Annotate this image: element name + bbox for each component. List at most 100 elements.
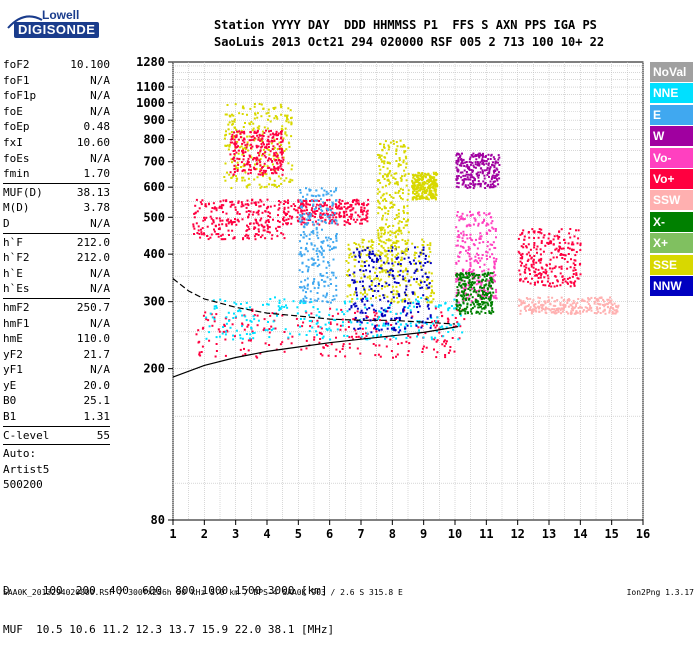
echo-point [465,270,468,273]
echo-point [266,303,269,306]
echo-point [387,275,390,278]
echo-point [302,221,305,224]
echo-point [308,189,311,192]
echo-point [612,308,615,311]
echo-point [275,227,277,230]
echo-point [311,207,314,210]
echo-point [422,188,425,191]
echo-point [249,107,252,110]
echo-point [209,236,212,239]
echo-point [371,323,374,326]
echo-point [477,155,480,157]
echo-point [389,234,392,237]
echo-point [381,285,384,287]
echo-point [435,324,438,327]
echo-point [361,265,364,268]
echo-point [361,211,364,213]
echo-point [398,226,401,229]
echo-point [257,228,260,231]
echo-point [416,306,418,309]
echo-point [300,246,303,249]
echo-point [477,153,479,156]
echo-point [473,178,476,181]
echo-point [377,254,380,257]
echo-point [417,283,420,286]
echo-point [257,151,260,154]
echo-point [398,274,401,277]
echo-point [430,189,433,192]
echo-point [428,248,431,250]
echo-point [274,115,277,117]
param-row: h`E N/A [3,266,110,282]
echo-point [233,138,236,141]
echo-point [309,325,312,328]
echo-point [418,181,421,184]
echo-point [448,323,451,326]
echo-point [326,208,329,210]
echo-point [595,297,598,300]
echo-point [394,236,397,239]
echo-point [312,306,315,309]
echo-point [423,321,426,324]
echo-point [371,290,374,292]
echo-point [434,185,437,188]
echo-point [215,209,218,212]
echo-point [292,203,295,206]
echo-point [389,310,392,313]
echo-point [252,337,255,340]
echo-point [465,294,468,297]
echo-point [321,216,324,219]
echo-point [403,150,406,153]
echo-point [572,248,575,251]
echo-point [558,236,561,238]
echo-point [422,336,425,339]
echo-point [408,342,411,345]
echo-point [469,303,472,306]
echo-point [407,218,410,221]
echo-point [573,283,576,286]
echo-point [469,233,472,236]
echo-point [224,144,227,147]
echo-point [244,235,247,237]
echo-point [415,188,418,191]
echo-point [550,251,553,254]
echo-point [394,317,396,320]
echo-point [536,251,538,254]
echo-point [463,165,466,167]
echo-point [611,312,614,315]
echo-point [207,238,210,241]
echo-point [267,303,270,306]
echo-point [427,198,430,201]
echo-point [268,336,271,339]
echo-point [325,212,328,215]
echo-point [317,258,320,261]
echo-point [346,213,348,216]
echo-point [284,114,287,117]
echo-point [431,338,434,341]
echo-point [259,198,262,201]
echo-point [217,328,220,331]
echo-point [204,218,206,221]
echo-point [259,168,262,170]
echo-point [405,220,408,223]
echo-point [383,269,386,272]
echo-point [325,207,328,210]
echo-point [570,312,573,315]
echo-point [329,220,332,223]
echo-point [616,306,619,309]
echo-point [390,298,393,301]
echo-point [300,348,303,351]
echo-point [362,318,365,321]
echo-point [316,234,319,237]
echo-point [240,201,243,204]
echo-point [418,172,421,175]
echo-point [383,233,385,236]
echo-point [352,199,355,202]
echo-point [425,197,427,200]
echo-point [481,297,483,300]
echo-point [432,197,435,200]
echo-point [273,139,276,142]
echo-point [229,153,232,156]
echo-point [431,289,433,292]
echo-point [428,271,431,274]
